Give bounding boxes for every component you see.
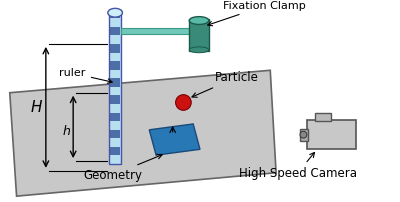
Text: High Speed Camera: High Speed Camera bbox=[238, 153, 356, 180]
Bar bbox=[110, 78, 120, 87]
Ellipse shape bbox=[189, 47, 209, 53]
Bar bbox=[110, 147, 120, 155]
Text: Geometry: Geometry bbox=[83, 154, 162, 182]
Text: Particle: Particle bbox=[192, 71, 258, 97]
Bar bbox=[110, 113, 120, 121]
Circle shape bbox=[300, 131, 307, 138]
Bar bbox=[110, 44, 120, 53]
Bar bbox=[110, 10, 120, 18]
Bar bbox=[189, 19, 209, 51]
Polygon shape bbox=[149, 124, 200, 155]
Ellipse shape bbox=[108, 8, 122, 17]
Bar bbox=[307, 120, 356, 149]
Bar bbox=[315, 113, 331, 121]
Circle shape bbox=[176, 95, 191, 110]
Text: Fixation Clamp: Fixation Clamp bbox=[208, 1, 306, 26]
Bar bbox=[300, 129, 308, 141]
Bar bbox=[110, 27, 120, 36]
Bar bbox=[110, 130, 120, 138]
Ellipse shape bbox=[189, 17, 209, 24]
Text: h: h bbox=[62, 125, 70, 138]
Bar bbox=[109, 10, 122, 164]
Text: H: H bbox=[30, 100, 42, 115]
Bar bbox=[110, 95, 120, 104]
Bar bbox=[122, 28, 193, 34]
Text: ruler: ruler bbox=[60, 68, 112, 83]
Bar bbox=[109, 10, 122, 164]
Bar bbox=[110, 61, 120, 70]
Polygon shape bbox=[10, 70, 276, 196]
